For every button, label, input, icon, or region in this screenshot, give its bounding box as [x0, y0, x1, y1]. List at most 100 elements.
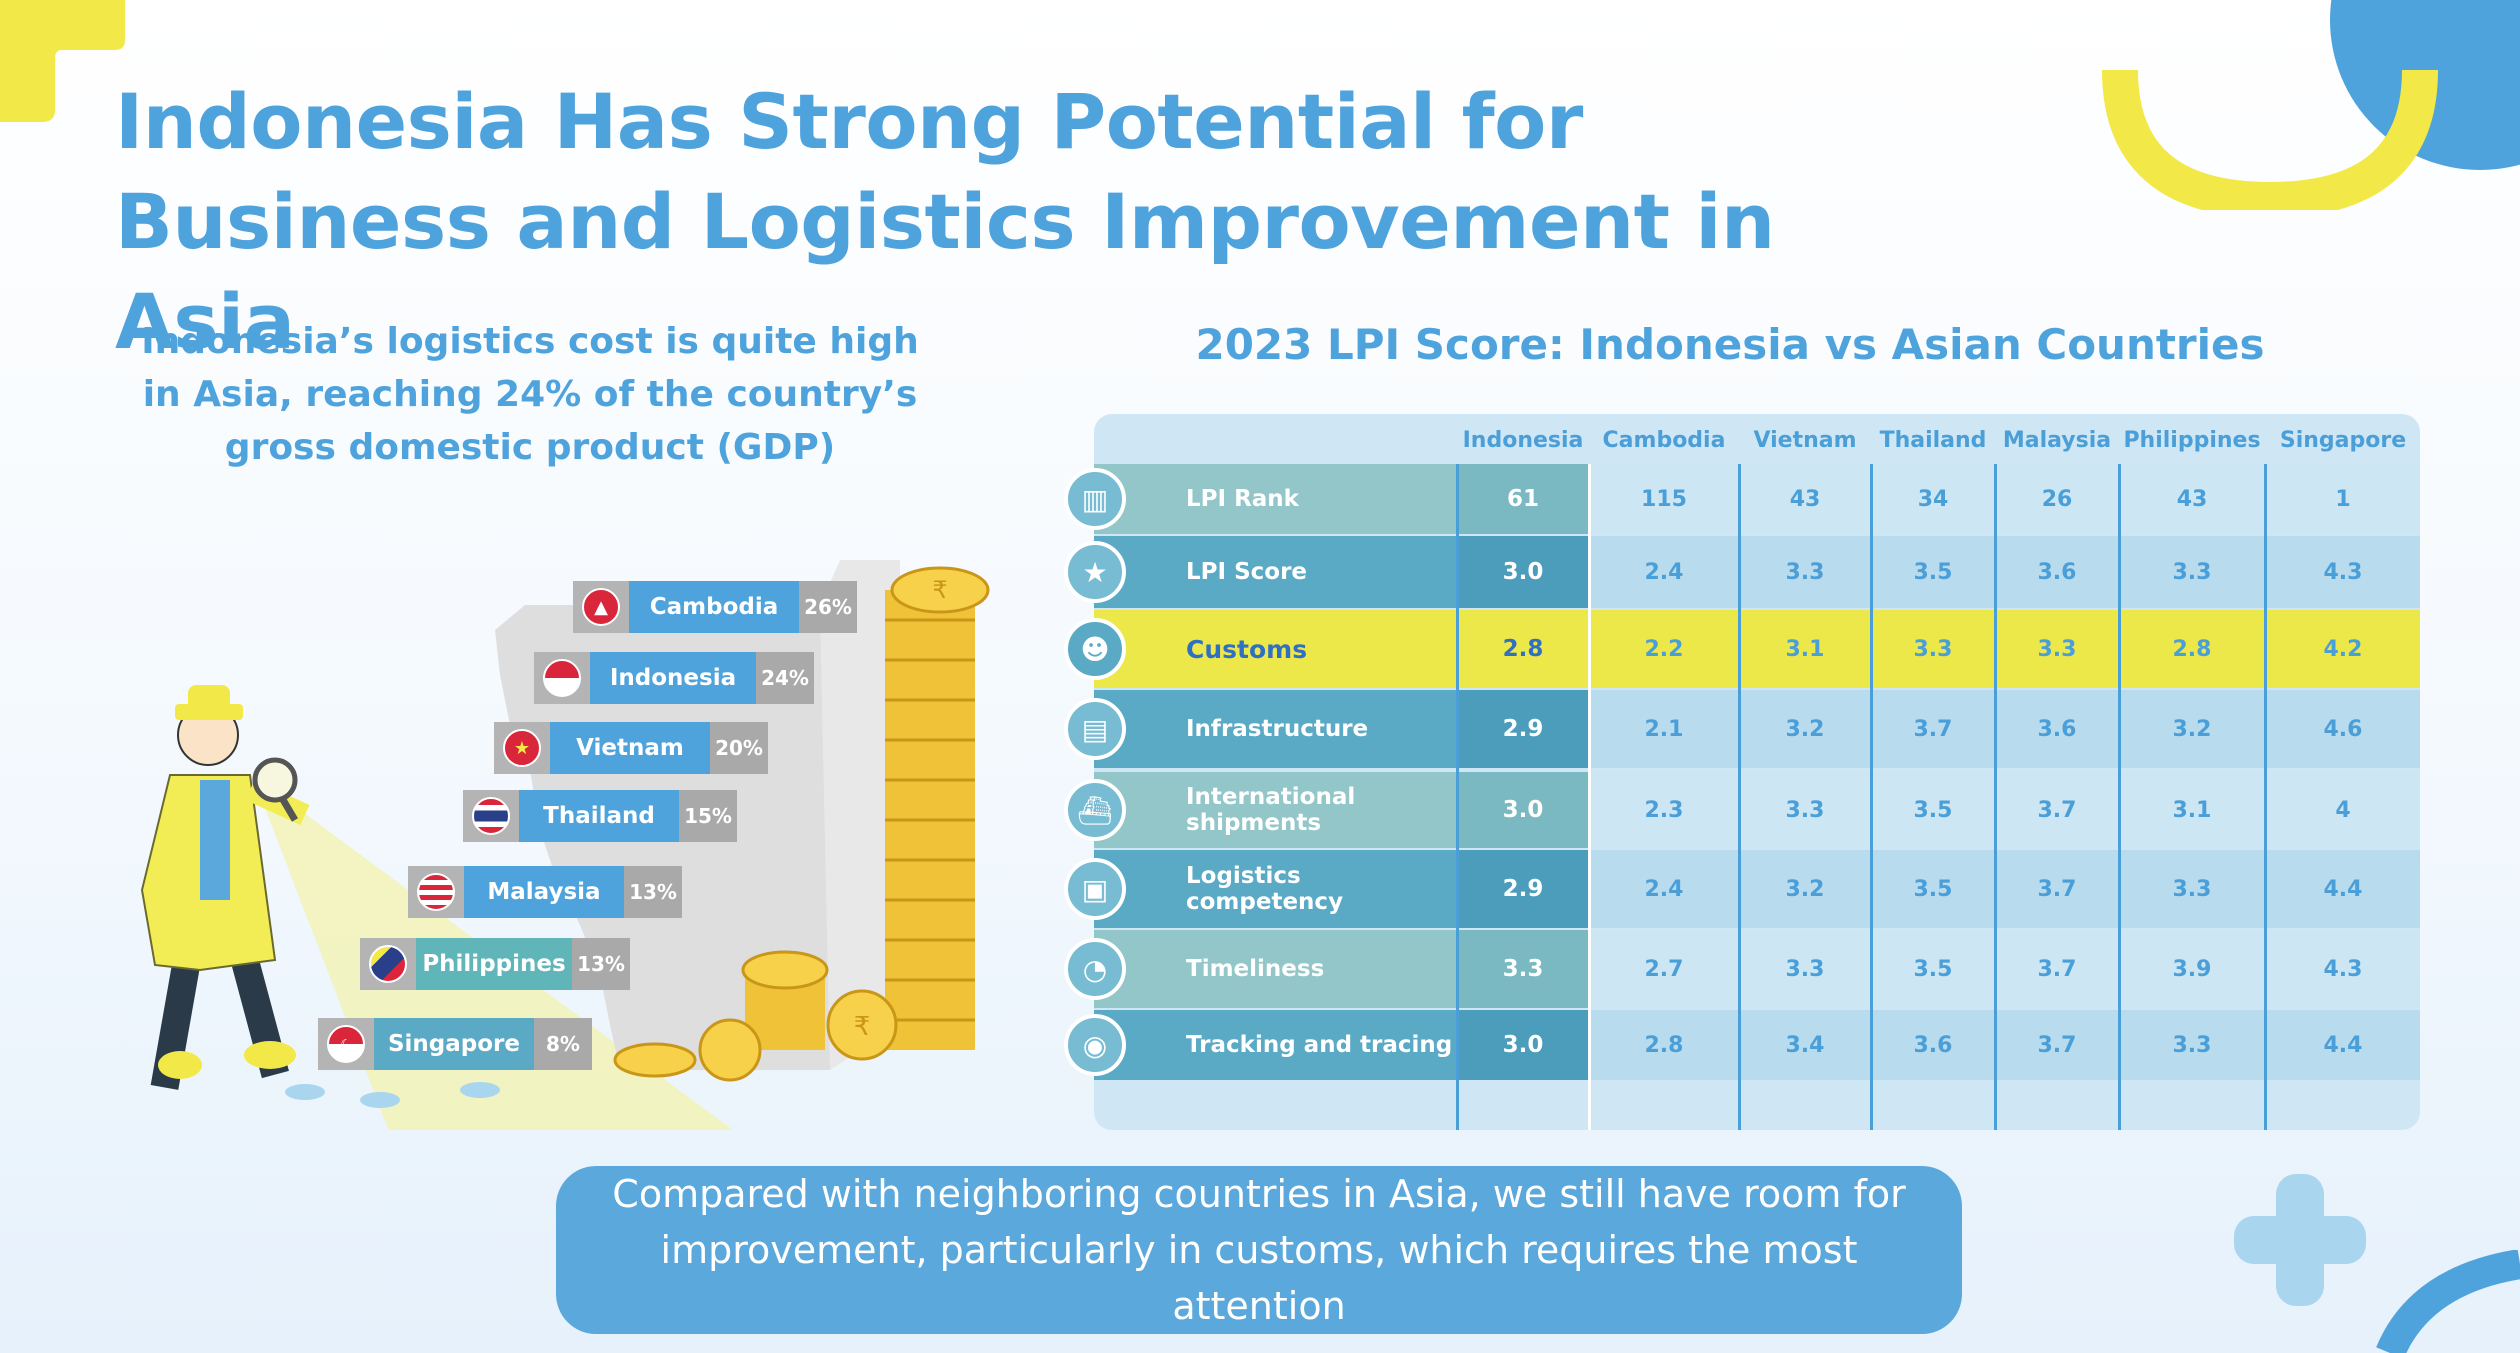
column-divider	[1456, 464, 1459, 1130]
value-cell: 3.3	[2120, 850, 2264, 928]
flag-vietnam: ★	[494, 722, 550, 774]
malaysia-flag-icon	[417, 873, 455, 911]
customs-officer-icon: ☻	[1064, 618, 1126, 680]
value-cell: 26	[1996, 464, 2118, 534]
step-percent: 15%	[679, 790, 737, 842]
flag-thailand	[463, 790, 519, 842]
value-cell: 3.3	[1740, 536, 1870, 608]
table-row: Logistics competency 2.9 2.4 3.2 3.5 3.7 3.3 4.…	[1094, 850, 2420, 928]
value-cell: 2.4	[1590, 850, 1738, 928]
value-cell: 3.3	[2120, 536, 2264, 608]
page-title: Indonesia Has Strong Potential for Busin…	[115, 77, 1775, 366]
indonesia-value-cell: 3.0	[1458, 772, 1588, 848]
value-cell: 3.5	[1872, 850, 1994, 928]
value-cell: 34	[1872, 464, 1994, 534]
value-cell: 2.8	[2120, 610, 2264, 688]
step-country-label: Cambodia	[649, 594, 779, 620]
clock-icon: ◔	[1064, 938, 1126, 1000]
yellow-arc	[2102, 69, 2438, 210]
column-divider	[1738, 464, 1741, 1130]
column-divider	[1870, 464, 1873, 1130]
svg-text:₹: ₹	[932, 576, 947, 604]
flag-cambodia: ▲	[573, 581, 629, 633]
value-cell: 3.7	[1996, 1010, 2118, 1080]
value-cell: 3.4	[1740, 1010, 1870, 1080]
value-cell: 3.7	[1872, 690, 1994, 768]
column-header-cambodia: Cambodia	[1602, 428, 1726, 453]
cambodia-flag-icon: ▲	[582, 588, 620, 626]
value-cell: 4.3	[2266, 536, 2420, 608]
step-country-label: Indonesia	[609, 665, 737, 691]
indonesia-value-cell: 2.9	[1458, 690, 1588, 768]
table-row: Customs 2.8 2.2 3.1 3.3 3.3 2.8 4.2	[1094, 610, 2420, 688]
value-cell: 3.2	[1740, 690, 1870, 768]
value-cell: 3.2	[1740, 850, 1870, 928]
column-header-thailand: Thailand	[1879, 428, 1987, 453]
value-cell: 1	[2266, 464, 2420, 534]
value-cell: 3.3	[1996, 610, 2118, 688]
row-label: Infrastructure	[1094, 690, 1456, 768]
value-cell: 3.3	[1740, 930, 1870, 1008]
singapore-flag-icon: ☾	[327, 1025, 365, 1063]
coin-stack-illustration: ₹ ₹	[613, 566, 990, 1082]
step-cambodia: Cambodia	[629, 581, 799, 633]
value-cell: 4.6	[2266, 690, 2420, 768]
row-label: LPI Score	[1094, 536, 1456, 608]
indonesia-value-cell: 3.0	[1458, 1010, 1588, 1080]
step-thailand: Thailand	[519, 790, 679, 842]
flag-singapore: ☾	[318, 1018, 374, 1070]
indonesia-value-cell: 2.8	[1458, 610, 1588, 688]
location-pin-icon: ◉	[1064, 1014, 1126, 1076]
value-cell: 3.6	[1996, 690, 2118, 768]
flag-malaysia	[408, 866, 464, 918]
step-country-label: Thailand	[543, 803, 655, 829]
step-vietnam: Vietnam	[550, 722, 710, 774]
value-cell: 3.3	[1872, 610, 1994, 688]
value-cell: 3.3	[1740, 772, 1870, 848]
column-header-indonesia: Indonesia	[1462, 428, 1584, 453]
column-header-malaysia: Malaysia	[2002, 428, 2112, 453]
podium-icon: ▥	[1064, 468, 1126, 530]
column-divider	[2264, 464, 2267, 1130]
step-country-label: Vietnam	[576, 735, 684, 761]
value-cell: 3.1	[2120, 772, 2264, 848]
column-divider	[2118, 464, 2121, 1130]
value-cell: 4.2	[2266, 610, 2420, 688]
value-cell: 3.7	[1996, 930, 2118, 1008]
indonesia-value-cell: 3.0	[1458, 536, 1588, 608]
value-cell: 2.2	[1590, 610, 1738, 688]
value-cell: 3.6	[1996, 536, 2118, 608]
indonesia-value-cell: 61	[1458, 464, 1588, 534]
column-header-philippines: Philippines	[2123, 428, 2261, 453]
table-row: Timeliness 3.3 2.7 3.3 3.5 3.7 3.9 4.3	[1094, 930, 2420, 1008]
svg-text:₹: ₹	[854, 1012, 871, 1042]
plus-shape	[2234, 1174, 2366, 1306]
cargo-ship-icon: ⛴	[1064, 779, 1126, 841]
column-divider	[1588, 464, 1591, 1130]
value-cell: 3.1	[1740, 610, 1870, 688]
column-header-singapore: Singapore	[2279, 428, 2407, 453]
step-percent: 20%	[710, 722, 768, 774]
value-cell: 3.5	[1872, 772, 1994, 848]
conclusion-callout: Compared with neighboring countries in A…	[556, 1166, 1962, 1334]
value-cell: 2.7	[1590, 930, 1738, 1008]
row-label: Timeliness	[1094, 930, 1456, 1008]
step-percent: 13%	[572, 938, 630, 990]
step-country-label: Malaysia	[487, 879, 601, 905]
flag-philippines	[360, 938, 416, 990]
callout-text: Compared with neighboring countries in A…	[612, 1172, 1906, 1328]
column-header-vietnam: Vietnam	[1753, 428, 1857, 453]
table-row: Tracking and tracing 3.0 2.8 3.4 3.6 3.7 3.3 4.…	[1094, 1010, 2420, 1080]
value-cell: 3.7	[1996, 772, 2118, 848]
package-box-icon: ▣	[1064, 858, 1126, 920]
step-singapore: Singapore	[374, 1018, 534, 1070]
value-cell: 43	[1740, 464, 1870, 534]
value-cell: 3.7	[1996, 850, 2118, 928]
step-percent: 24%	[756, 652, 814, 704]
step-percent: 26%	[799, 581, 857, 633]
corner-yellow-shape	[0, 0, 125, 122]
value-cell: 4	[2266, 772, 2420, 848]
row-label: LPI Rank	[1094, 464, 1456, 534]
row-label: Logistics competency	[1094, 850, 1456, 928]
step-malaysia: Malaysia	[464, 866, 624, 918]
